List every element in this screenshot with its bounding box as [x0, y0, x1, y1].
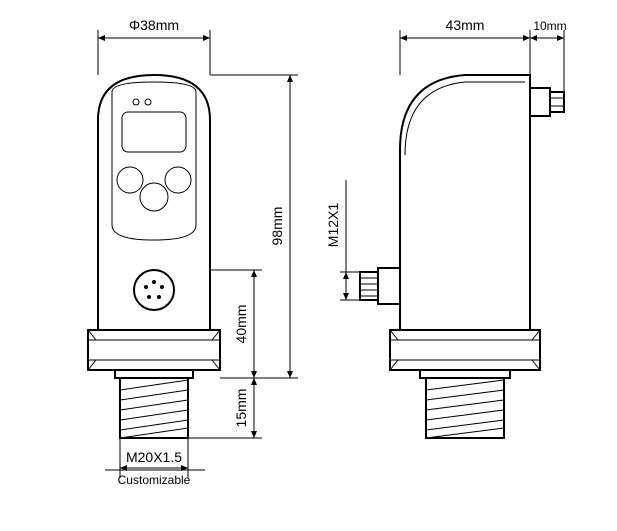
side-body	[400, 75, 530, 330]
dim-label: 98mm	[269, 207, 285, 246]
dim-top-front: Φ38mm	[98, 17, 210, 75]
front-view: Φ38mm 98mm 40mm 15mm M20X1.5	[88, 17, 298, 487]
dim-label: Φ38mm	[129, 17, 179, 33]
side-connector-tip	[530, 88, 564, 116]
hex-shoulder	[88, 330, 220, 370]
dim-label: M12X1	[325, 203, 341, 248]
dim-label: 43mm	[446, 17, 485, 33]
side-thread	[426, 378, 504, 438]
dim-label: 15mm	[233, 389, 249, 428]
side-hex	[390, 330, 540, 370]
dim-98mm: 98mm	[269, 75, 290, 378]
dim-label: 10mm	[533, 19, 566, 33]
side-view: 43mm 10mm M12X1	[325, 17, 567, 438]
dim-label: 40mm	[233, 305, 249, 344]
side-m12-connector	[360, 268, 400, 304]
dim-label: M20X1.5	[126, 449, 182, 465]
dim-15mm: 15mm	[233, 378, 254, 438]
connector-front	[134, 270, 174, 310]
dim-m12: M12X1	[325, 180, 360, 300]
thread	[120, 378, 188, 438]
customizable-label: Customizable	[118, 473, 191, 487]
dim-thread: M20X1.5 Customizable	[105, 438, 205, 487]
dim-40mm: 40mm	[233, 270, 254, 378]
thread-land	[115, 370, 193, 378]
